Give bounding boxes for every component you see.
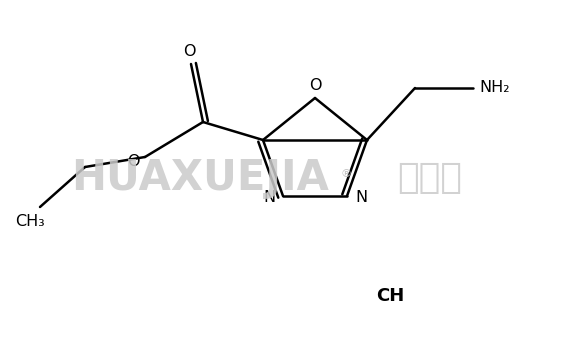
Text: CH: CH xyxy=(376,287,404,305)
Text: O: O xyxy=(183,44,195,59)
Text: ®: ® xyxy=(340,169,351,179)
Text: 化学加: 化学加 xyxy=(397,161,462,195)
Text: N: N xyxy=(263,191,275,206)
Text: O: O xyxy=(127,153,139,168)
Text: CH₃: CH₃ xyxy=(15,213,45,228)
Text: NH₂: NH₂ xyxy=(480,79,510,94)
Text: O: O xyxy=(309,78,321,93)
Text: N: N xyxy=(355,191,367,206)
Text: HUAXUEJIA: HUAXUEJIA xyxy=(71,157,329,199)
